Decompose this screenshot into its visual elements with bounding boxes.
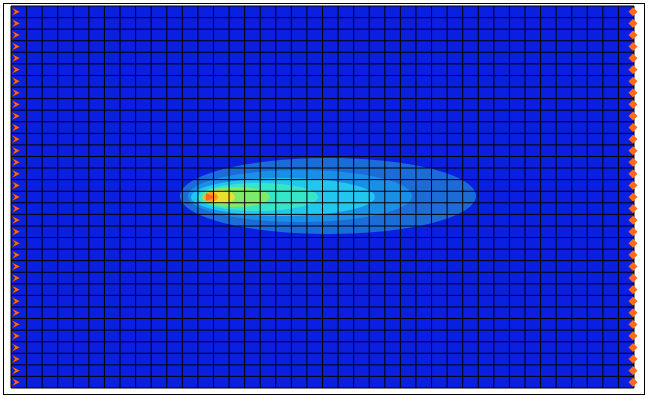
constant-head-boundary-icon[interactable] [628,76,638,86]
inflow-boundary-icon[interactable] [11,169,21,179]
inflow-boundary-icon[interactable] [11,377,21,387]
constant-head-boundary-icon[interactable] [628,180,638,190]
constant-head-boundary-icon[interactable] [628,296,638,306]
constant-head-boundary-icon[interactable] [628,354,638,364]
source-arrow-icon[interactable] [206,193,216,201]
constant-head-boundary-icon[interactable] [628,377,638,387]
inflow-boundary-icon[interactable] [11,7,21,17]
constant-head-boundary-icon[interactable] [628,146,638,156]
inflow-boundary-icon[interactable] [11,343,21,352]
inflow-boundary-icon[interactable] [11,366,21,375]
constant-head-boundary-icon[interactable] [628,99,638,109]
inflow-boundary-icon[interactable] [11,192,21,202]
inflow-boundary-icon[interactable] [11,65,21,74]
inflow-boundary-icon[interactable] [11,123,21,132]
inflow-boundary-icon[interactable] [11,30,21,40]
inflow-boundary-icon[interactable] [11,181,21,190]
inflow-boundary-icon[interactable] [11,285,21,294]
constant-head-boundary-icon[interactable] [628,123,638,133]
constant-head-boundary-icon[interactable] [628,30,638,40]
constant-head-boundary-icon[interactable] [628,42,638,52]
inflow-boundary-icon[interactable] [11,100,21,109]
constant-head-boundary-icon[interactable] [628,342,638,352]
inflow-boundary-icon[interactable] [11,239,21,248]
inflow-boundary-icon[interactable] [11,262,21,271]
constant-head-boundary-icon[interactable] [628,285,638,295]
constant-head-boundary-icon[interactable] [628,331,638,341]
inflow-boundary-icon[interactable] [11,296,21,306]
constant-head-boundary-icon[interactable] [628,192,638,202]
inflow-boundary-icon[interactable] [11,134,21,144]
inflow-boundary-icon[interactable] [11,19,21,28]
constant-head-boundary-icon[interactable] [628,319,638,329]
inflow-boundary-icon[interactable] [11,53,21,63]
inflow-boundary-icon[interactable] [11,250,21,260]
constant-head-boundary-icon[interactable] [628,273,638,283]
constant-head-boundary-icon[interactable] [628,18,638,28]
inflow-boundary-icon[interactable] [11,77,21,86]
inflow-boundary-icon[interactable] [11,273,21,283]
constant-head-boundary-icon[interactable] [628,134,638,144]
constant-head-boundary-icon[interactable] [628,7,638,17]
constant-head-boundary-icon[interactable] [628,157,638,167]
right-boundary-markers [628,7,638,387]
inflow-boundary-icon[interactable] [11,146,21,155]
concentration-plume [180,158,476,234]
constant-head-boundary-icon[interactable] [628,53,638,63]
inflow-boundary-icon[interactable] [11,320,21,329]
constant-head-boundary-icon[interactable] [628,366,638,376]
inflow-boundary-icon[interactable] [11,227,21,236]
constant-head-boundary-icon[interactable] [628,169,638,179]
inflow-boundary-icon[interactable] [11,308,21,317]
constant-head-boundary-icon[interactable] [628,88,638,98]
constant-head-boundary-icon[interactable] [628,227,638,237]
inflow-boundary-icon[interactable] [11,204,21,213]
inflow-boundary-icon[interactable] [11,88,21,98]
inflow-boundary-icon[interactable] [11,158,21,167]
constant-head-boundary-icon[interactable] [628,308,638,318]
inflow-boundary-icon[interactable] [11,42,21,51]
inflow-boundary-icon[interactable] [11,111,21,121]
inflow-boundary-icon[interactable] [11,215,21,225]
left-boundary-markers [11,7,21,387]
inflow-boundary-icon[interactable] [11,354,21,364]
constant-head-boundary-icon[interactable] [628,111,638,121]
constant-head-boundary-icon[interactable] [628,250,638,260]
constant-head-boundary-icon[interactable] [628,261,638,271]
model-grid [10,5,635,389]
inflow-boundary-icon[interactable] [11,331,21,341]
constant-head-boundary-icon[interactable] [628,204,638,214]
constant-head-boundary-icon[interactable] [628,238,638,248]
constant-head-boundary-icon[interactable] [628,215,638,225]
constant-head-boundary-icon[interactable] [628,65,638,75]
